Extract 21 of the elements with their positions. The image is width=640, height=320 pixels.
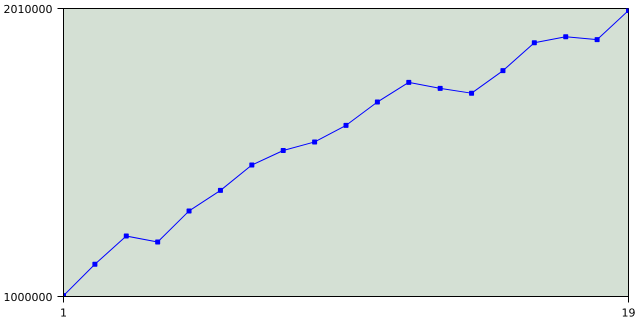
point xyxy=(500,68,506,74)
y-tick-label: 2010000 xyxy=(4,3,53,16)
point xyxy=(563,34,568,40)
point xyxy=(92,262,98,267)
point xyxy=(186,208,192,214)
x-tick-label: 19 xyxy=(622,306,636,320)
point xyxy=(438,86,443,91)
point xyxy=(218,188,223,193)
x-tick-label: 1 xyxy=(60,306,67,320)
point xyxy=(532,40,537,46)
point xyxy=(155,240,160,245)
point xyxy=(374,100,380,105)
point xyxy=(594,37,600,42)
point xyxy=(406,80,412,85)
point xyxy=(249,162,254,168)
point xyxy=(280,148,286,154)
point xyxy=(469,90,474,96)
point xyxy=(344,122,348,128)
point xyxy=(312,139,318,144)
y-tick-label: 1000000 xyxy=(4,291,53,304)
point xyxy=(124,234,129,239)
